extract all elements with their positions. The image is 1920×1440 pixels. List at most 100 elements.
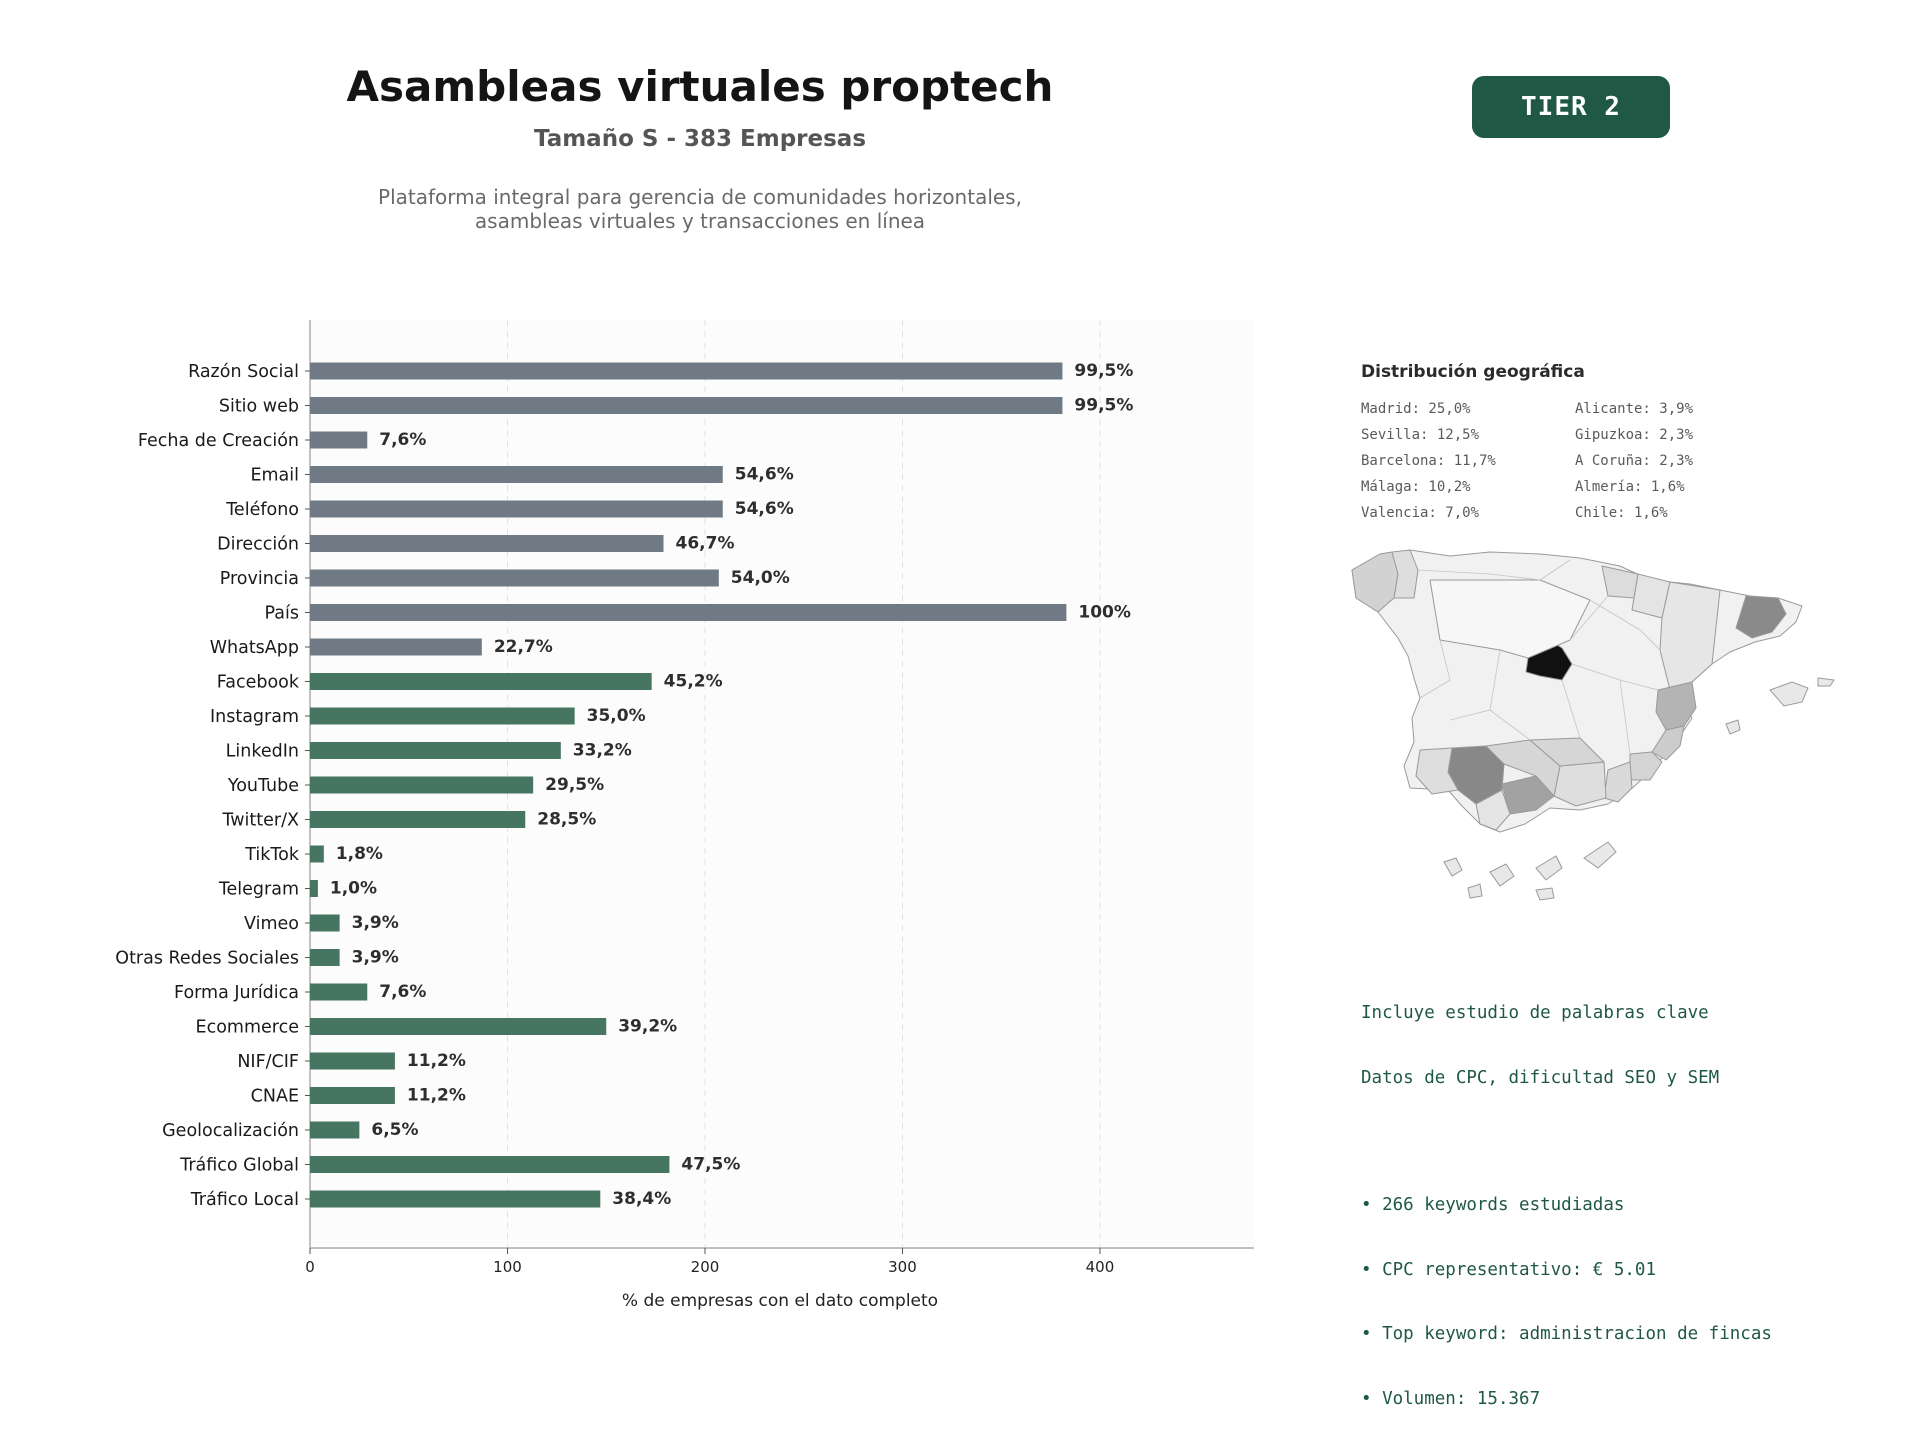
map-province-borders: [1417, 559, 1661, 755]
value-label: 99,5%: [1074, 396, 1133, 416]
category-label: Fecha de Creación: [138, 431, 299, 451]
value-label: 11,2%: [407, 1086, 466, 1106]
bar: [310, 535, 664, 552]
category-label: Forma Jurídica: [174, 983, 299, 1003]
value-label: 33,2%: [573, 741, 632, 761]
category-label: YouTube: [227, 776, 299, 796]
geo-item: Barcelona: 11,7%: [1361, 453, 1496, 469]
x-axis-label: % de empresas con el dato completo: [622, 1291, 938, 1311]
value-label: 54,6%: [735, 499, 794, 519]
x-tick-label: 300: [888, 1258, 917, 1276]
value-label: 7,6%: [379, 430, 426, 450]
value-label: 3,9%: [352, 948, 399, 968]
keyword-bullet: • Volumen: 15.367: [1361, 1388, 1541, 1409]
keyword-line-1: Incluye estudio de palabras clave: [1361, 1003, 1709, 1023]
category-label: Ecommerce: [196, 1018, 299, 1038]
tier-badge: TIER 2: [1472, 76, 1670, 138]
bar: [310, 1121, 360, 1139]
bar: [310, 569, 719, 587]
bar: [310, 949, 340, 966]
keyword-study-box: Incluye estudio de palabras clave Datos …: [1361, 960, 1772, 1432]
bar: [310, 1018, 607, 1035]
map-ibiza: [1725, 719, 1741, 735]
bar: [310, 983, 368, 1001]
geo-distribution-title: Distribución geográfica: [1361, 362, 1585, 382]
value-label: 7,6%: [379, 982, 426, 1002]
map-jaen-region: [1529, 737, 1605, 767]
spain-choropleth-map: [1351, 549, 1835, 901]
map-valencia-region: [1655, 681, 1697, 731]
value-label: 22,7%: [494, 637, 553, 657]
geo-item: Madrid: 25,0%: [1361, 401, 1471, 417]
map-islands: [1443, 677, 1835, 901]
keyword-bullet: • 266 keywords estudiadas: [1361, 1195, 1625, 1215]
value-label: 39,2%: [618, 1017, 677, 1037]
map-canary-3: [1535, 855, 1563, 881]
x-tick-label: 100: [493, 1258, 522, 1276]
value-label: 28,5%: [537, 810, 596, 830]
keyword-bullet: • Top keyword: administracion de fincas: [1361, 1324, 1772, 1344]
category-label: Facebook: [217, 673, 300, 693]
category-label: CNAE: [251, 1087, 299, 1107]
value-label: 45,2%: [664, 672, 723, 692]
map-granada-region: [1553, 761, 1607, 807]
value-label: 1,0%: [330, 879, 377, 899]
category-label: Otras Redes Sociales: [115, 949, 299, 969]
map-menorca: [1817, 677, 1835, 687]
value-label: 29,5%: [545, 775, 604, 795]
geo-distribution-list: Madrid: 25,0% Alicante: 3,9% Sevilla: 12…: [1361, 398, 1781, 524]
bar: [310, 1087, 395, 1104]
value-label: 46,7%: [676, 534, 735, 554]
category-label: Teléfono: [225, 500, 299, 520]
value-label: 54,6%: [735, 465, 794, 485]
value-label: 3,9%: [352, 913, 399, 933]
bar: [310, 500, 723, 518]
category-label: Dirección: [217, 535, 299, 555]
map-canary-2: [1489, 863, 1515, 887]
bar: [310, 880, 318, 897]
x-tick-label: 0: [305, 1258, 315, 1276]
page-title: Asambleas virtuales proptech: [346, 62, 1054, 111]
map-aragon-region: [1659, 581, 1721, 691]
category-label: Telegram: [218, 880, 299, 900]
map-canary-1: [1443, 857, 1463, 877]
bar: [310, 397, 1063, 414]
category-label: País: [265, 604, 299, 624]
bar: [310, 431, 368, 449]
category-label: LinkedIn: [226, 742, 299, 762]
map-castilla-region: [1429, 579, 1591, 659]
category-label: Instagram: [210, 707, 299, 727]
value-label: 6,5%: [371, 1120, 418, 1140]
keyword-bullet: • CPC representativo: € 5.01: [1361, 1259, 1657, 1280]
map-gipuzkoa-region: [1601, 565, 1639, 599]
category-label: Tráfico Local: [190, 1190, 299, 1210]
map-lugo-region: [1391, 549, 1419, 599]
bar: [310, 811, 526, 828]
description-line-1: Plataforma integral para gerencia de com…: [378, 185, 1022, 209]
geo-item: Valencia: 7,0%: [1361, 505, 1480, 521]
x-tick-label: 400: [1086, 1258, 1115, 1276]
geo-item: A Coruña: 2,3%: [1575, 453, 1694, 469]
map-barcelona-region: [1735, 595, 1787, 639]
value-label: 11,2%: [407, 1051, 466, 1071]
category-label: Email: [250, 466, 299, 486]
value-label: 54,0%: [731, 568, 790, 588]
page-description: Plataforma integral para gerencia de com…: [0, 185, 1400, 233]
map-alicante-region: [1651, 725, 1685, 761]
geo-item: Sevilla: 12,5%: [1361, 427, 1480, 443]
category-label: Twitter/X: [221, 811, 299, 831]
page-subtitle: Tamaño S - 383 Empresas: [533, 126, 867, 152]
value-label: 35,0%: [587, 706, 646, 726]
bar: [310, 776, 534, 794]
map-canary-4: [1583, 841, 1617, 869]
value-label: 38,4%: [612, 1189, 671, 1209]
map-huelva-region: [1415, 747, 1459, 795]
bar: [310, 1190, 601, 1208]
category-label: Provincia: [220, 569, 299, 589]
bar: [310, 604, 1067, 621]
map-canary-5: [1535, 887, 1555, 901]
geo-item: Alicante: 3,9%: [1575, 401, 1694, 417]
category-label: Vimeo: [244, 914, 299, 934]
x-tick-label: 200: [691, 1258, 720, 1276]
category-label: TikTok: [244, 845, 300, 865]
